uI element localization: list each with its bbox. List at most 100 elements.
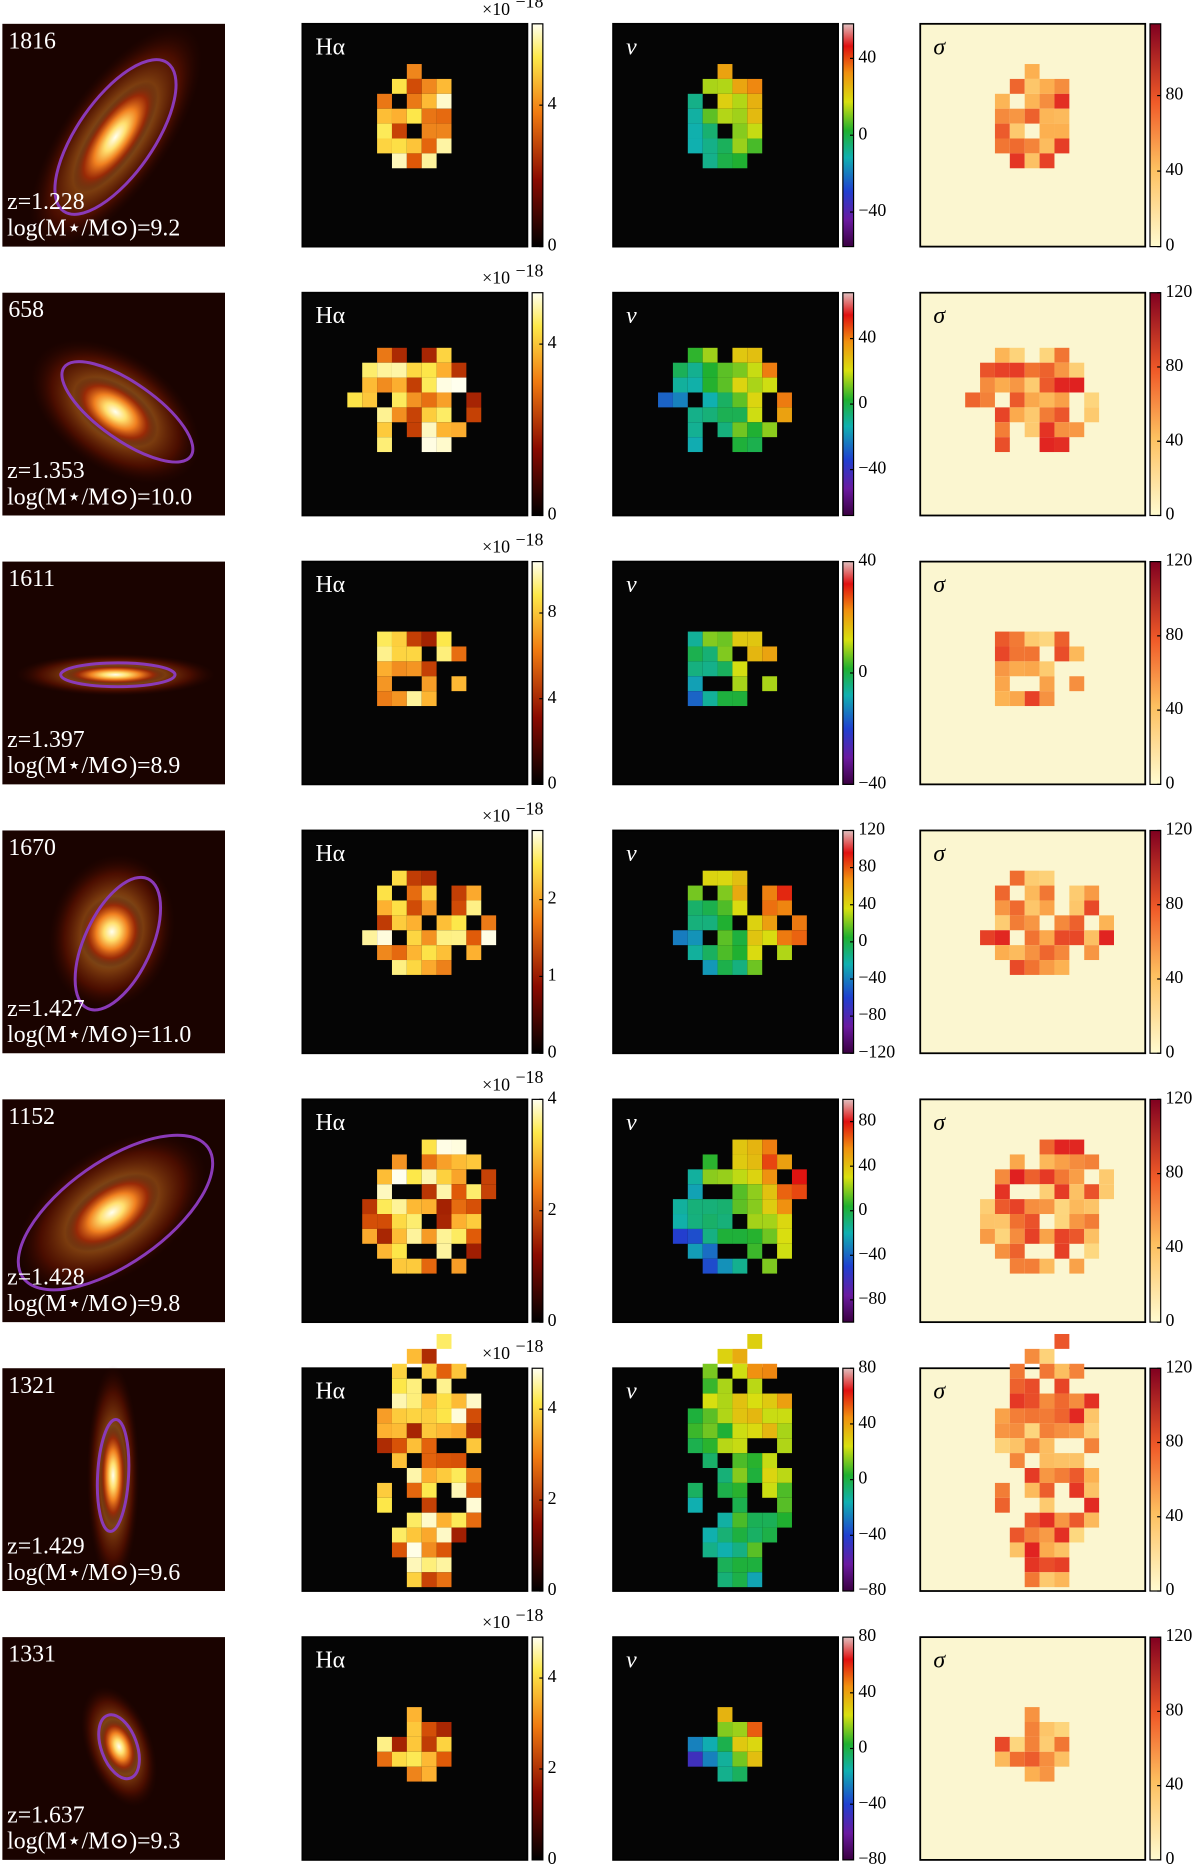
spaxel — [777, 1184, 792, 1200]
spaxel — [1039, 407, 1055, 423]
spaxel — [1039, 1169, 1055, 1185]
spaxel — [1069, 362, 1085, 378]
colorbar-tick-label: 0 — [548, 235, 557, 255]
spaxel — [980, 930, 995, 946]
spaxel — [762, 1423, 778, 1439]
colorbar-tick-label: 40 — [858, 550, 876, 570]
spaxel — [1009, 1751, 1025, 1767]
spaxel — [747, 1408, 763, 1424]
colorbar-tick-label: 0 — [1165, 504, 1174, 524]
spaxel — [791, 930, 807, 946]
spaxel — [1024, 960, 1040, 975]
spaxel — [994, 123, 1010, 139]
spaxel — [436, 392, 452, 408]
spaxel — [1009, 1453, 1025, 1469]
spaxel — [687, 885, 703, 901]
spaxel — [747, 1184, 763, 1200]
spaxel — [1084, 1199, 1100, 1215]
colorbar-tick-label: −80 — [858, 1848, 886, 1868]
spaxel — [747, 1139, 763, 1155]
spaxel — [362, 362, 378, 378]
spaxel — [994, 1408, 1010, 1424]
spaxel — [762, 1468, 778, 1483]
spaxel — [994, 1199, 1010, 1215]
spaxel — [994, 138, 1010, 154]
spaxel — [421, 1258, 437, 1274]
spaxel — [451, 1468, 467, 1483]
spaxel — [672, 1199, 688, 1215]
spaxel — [1069, 915, 1085, 931]
colorbar-tick-label: −40 — [858, 967, 886, 987]
scale-exponent: −18 — [515, 1336, 543, 1356]
colorbar-tick-label: 0 — [858, 1468, 867, 1488]
spaxel — [994, 885, 1010, 901]
colorbar-tick-label: 40 — [858, 1681, 876, 1701]
spaxel — [687, 108, 703, 124]
spaxel — [687, 1214, 703, 1229]
spaxel — [391, 347, 407, 363]
spaxel — [762, 422, 778, 438]
spaxel — [717, 1228, 733, 1244]
spaxel — [1009, 1154, 1025, 1170]
spaxel — [717, 870, 733, 886]
spaxel — [436, 1184, 452, 1200]
colorbar — [1149, 23, 1162, 248]
spaxel — [1039, 900, 1055, 916]
spaxel — [1054, 1512, 1070, 1528]
colorbar-tick-label: 4 — [548, 93, 557, 113]
colorbar — [531, 23, 544, 248]
spaxel — [717, 1482, 733, 1498]
spaxel — [1039, 1722, 1055, 1737]
scale-factor: ×10 — [482, 268, 510, 288]
spaxel — [436, 1393, 452, 1409]
spaxel — [451, 930, 467, 946]
spaxel — [994, 676, 1010, 692]
spaxel — [1024, 392, 1040, 408]
spaxel — [994, 407, 1010, 423]
spaxel — [732, 1154, 748, 1170]
spaxel — [451, 362, 467, 378]
panel-label: σ — [933, 1379, 946, 1405]
spaxel — [1054, 1572, 1070, 1588]
colorbar-tick-label: 0 — [858, 1737, 867, 1757]
spaxel — [994, 1243, 1010, 1259]
spaxel — [391, 153, 407, 169]
colorbar-tick-label: 40 — [1165, 698, 1183, 718]
spaxel — [436, 1542, 452, 1558]
colorbar-tick-label: 120 — [1165, 1087, 1192, 1107]
galaxy-core — [65, 665, 166, 685]
panel-label: v — [626, 303, 637, 329]
spaxel — [687, 646, 703, 662]
spaxel — [421, 1557, 437, 1573]
spaxel — [436, 1199, 452, 1215]
spaxel — [1084, 407, 1100, 423]
spaxel — [391, 362, 407, 378]
spaxel — [732, 885, 748, 901]
spaxel — [994, 646, 1010, 662]
spaxel — [391, 1542, 407, 1558]
spaxel — [1054, 392, 1070, 408]
spaxel — [421, 631, 437, 647]
galaxy-core — [100, 1719, 138, 1775]
spaxel — [747, 1751, 763, 1767]
spaxel — [762, 900, 778, 916]
spaxel — [777, 1199, 792, 1215]
spaxel — [702, 377, 718, 393]
spaxel — [1009, 1527, 1025, 1543]
spaxel — [717, 1408, 733, 1424]
spaxel — [747, 78, 763, 94]
colorbar-tick-label: 40 — [858, 327, 876, 347]
spaxel — [436, 1468, 452, 1483]
colorbar-tick-label: −80 — [858, 1579, 886, 1599]
spaxel — [406, 631, 422, 647]
spaxel — [702, 1423, 718, 1439]
spaxel — [406, 1214, 422, 1229]
spaxel — [421, 78, 437, 94]
galaxy-id: 658 — [8, 297, 44, 323]
spaxel — [762, 1139, 778, 1155]
spaxel — [777, 392, 792, 408]
spaxel — [702, 347, 718, 363]
panel-label: Hα — [315, 303, 345, 329]
